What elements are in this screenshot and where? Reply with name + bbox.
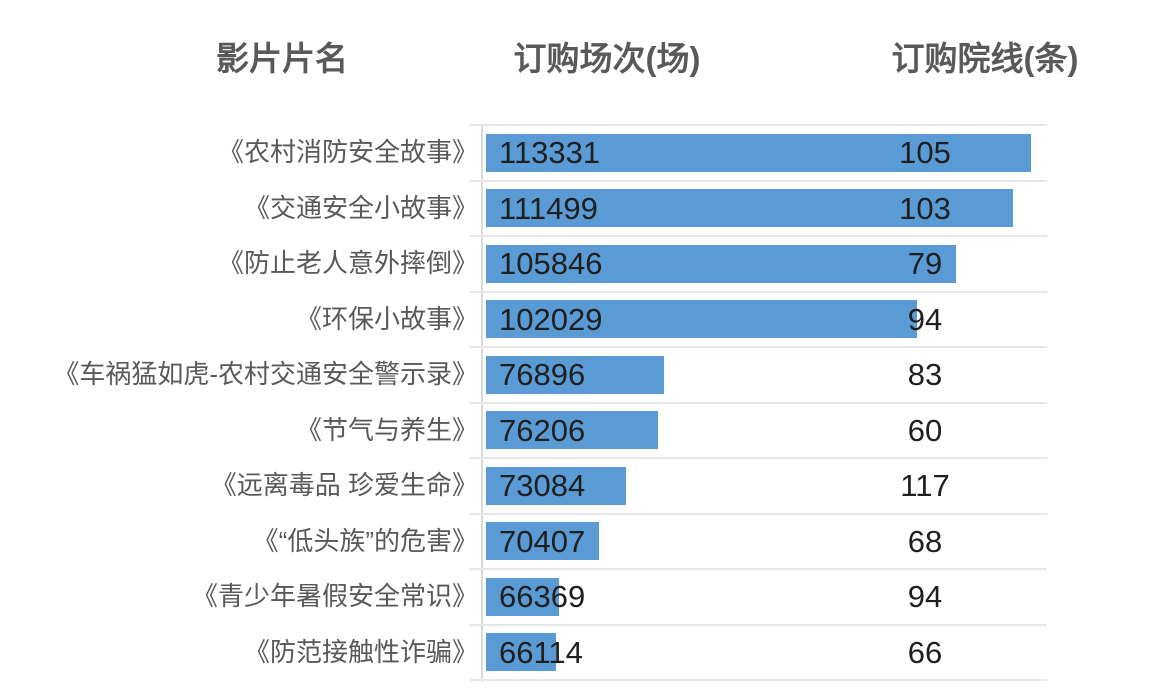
film-title-label: 《防止老人意外摔倒》 <box>217 248 478 278</box>
gridline <box>470 235 1047 237</box>
gridline <box>470 679 1047 681</box>
sessions-bar <box>486 355 664 394</box>
film-title-label: 《“低头族”的危害》 <box>252 525 478 556</box>
cinema-chains-value: 83 <box>907 357 943 392</box>
sessions-bar <box>486 522 599 561</box>
sessions-bar <box>486 633 556 672</box>
gridline <box>470 512 1047 515</box>
film-title-label: 《环保小故事》 <box>295 303 478 334</box>
film-title-label: 《青少年暑假安全常识》 <box>191 581 478 611</box>
gridline <box>470 290 1047 293</box>
sessions-value: 76206 <box>499 412 586 448</box>
sessions-value: 113331 <box>499 135 601 170</box>
cinema-chains-value: 94 <box>907 579 943 614</box>
cinema-chains-value: 105 <box>899 135 951 170</box>
sessions-value: 76896 <box>499 357 586 392</box>
sessions-bar <box>486 411 658 450</box>
film-title-label: 《农村消防安全故事》 <box>217 137 478 167</box>
film-title-label: 《车祸猛如虎-农村交通安全警示录》 <box>53 359 478 389</box>
sessions-bar <box>486 466 626 505</box>
category-axis-line <box>481 125 483 682</box>
column-header-ordered-cinema-chains: 订购院线(条) <box>891 40 1079 77</box>
sessions-value: 102029 <box>499 301 603 337</box>
sessions-bar <box>486 244 956 283</box>
cinema-chains-value: 117 <box>900 468 950 503</box>
gridline <box>470 568 1047 570</box>
film-title-label: 《节气与养生》 <box>295 414 478 445</box>
sessions-bar <box>486 133 1031 172</box>
cinema-chains-value: 68 <box>907 523 943 559</box>
film-title-label: 《交通安全小故事》 <box>243 192 478 223</box>
gridline <box>470 457 1047 459</box>
sessions-value: 73084 <box>499 468 586 503</box>
column-header-film-title: 影片片名 <box>216 40 348 77</box>
gridline <box>470 623 1047 626</box>
sessions-value: 70407 <box>499 523 586 559</box>
sessions-bar <box>486 300 917 339</box>
gridline <box>470 401 1047 404</box>
film-title-label: 《防范接触性诈骗》 <box>243 636 478 667</box>
sessions-bar <box>486 189 1013 228</box>
cinema-chains-value: 103 <box>899 190 951 226</box>
cinema-chains-value: 94 <box>907 301 943 337</box>
gridline <box>470 179 1047 182</box>
sessions-value: 105846 <box>499 246 603 281</box>
column-header-ordered-sessions: 订购场次(场) <box>513 40 701 77</box>
sessions-value: 111499 <box>499 190 598 226</box>
sessions-value: 66369 <box>499 579 586 614</box>
cinema-chains-value: 60 <box>907 412 943 448</box>
cinema-chains-value: 66 <box>907 634 943 670</box>
gridline <box>470 124 1047 126</box>
gridline <box>470 346 1047 348</box>
film-title-label: 《远离毒品 珍爱生命》 <box>210 470 478 500</box>
sessions-value: 66114 <box>499 634 583 670</box>
cinema-chains-value: 79 <box>907 246 943 281</box>
sessions-bar <box>486 577 559 616</box>
